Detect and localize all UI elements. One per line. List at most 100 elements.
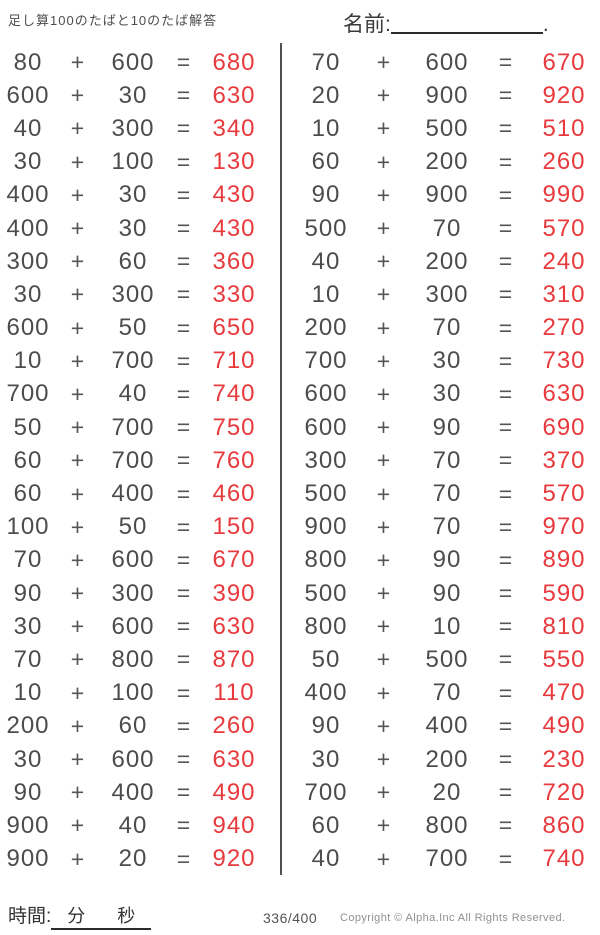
equals-sign: = (176, 281, 192, 308)
problem-row: 700 + 30 = 730 (282, 345, 600, 378)
problem-row: 10 + 300 = 310 (282, 278, 600, 311)
equals-sign: = (176, 812, 192, 839)
plus-sign: + (70, 513, 86, 540)
equals-sign: = (176, 115, 192, 142)
operand-b: 20 (118, 845, 148, 873)
operand-b: 500 (425, 114, 469, 142)
operand-a: 50 (311, 645, 341, 673)
equals-sign: = (176, 546, 192, 573)
operand-b: 600 (111, 745, 155, 773)
equals-sign: = (176, 712, 192, 739)
operand-a: 700 (6, 380, 50, 408)
operand-b: 30 (432, 380, 462, 408)
problem-row: 40 + 700 = 740 (282, 843, 600, 876)
operand-a: 60 (13, 446, 43, 474)
operand-a: 50 (13, 413, 43, 441)
answer-value: 550 (542, 645, 586, 673)
plus-sign: + (70, 712, 86, 739)
operand-a: 400 (6, 214, 50, 242)
answer-value: 430 (212, 181, 256, 209)
operand-a: 30 (311, 745, 341, 773)
equals-sign: = (176, 380, 192, 407)
seconds-label: 秒 (117, 906, 136, 926)
answer-value: 650 (212, 314, 256, 342)
equals-sign: = (498, 513, 514, 540)
operand-a: 70 (13, 546, 43, 574)
answer-value: 230 (542, 745, 586, 773)
problems-column-left: 80 + 600 = 680 600 + 30 = 630 40 + 300 =… (0, 46, 280, 876)
plus-sign: + (70, 746, 86, 773)
problem-row: 300 + 70 = 370 (282, 444, 600, 477)
plus-sign: + (70, 845, 86, 872)
equals-sign: = (176, 447, 192, 474)
operand-b: 50 (118, 513, 148, 541)
column-divider-line (280, 43, 282, 875)
operand-b: 600 (111, 48, 155, 76)
problem-row: 200 + 70 = 270 (282, 312, 600, 345)
problem-row: 900 + 70 = 970 (282, 511, 600, 544)
operand-a: 300 (304, 446, 348, 474)
plus-sign: + (376, 148, 392, 175)
operand-b: 600 (111, 612, 155, 640)
problem-row: 30 + 600 = 630 (0, 743, 280, 776)
problem-row: 40 + 300 = 340 (0, 112, 280, 145)
operand-a: 200 (6, 712, 50, 740)
plus-sign: + (376, 812, 392, 839)
operand-b: 300 (111, 579, 155, 607)
answer-value: 730 (542, 347, 586, 375)
problem-row: 100 + 50 = 150 (0, 511, 280, 544)
answer-value: 310 (542, 280, 586, 308)
equals-sign: = (498, 712, 514, 739)
operand-a: 800 (304, 612, 348, 640)
operand-b: 200 (425, 148, 469, 176)
answer-value: 110 (213, 679, 255, 707)
equals-sign: = (176, 347, 192, 374)
answer-value: 490 (212, 778, 256, 806)
plus-sign: + (376, 314, 392, 341)
operand-a: 400 (304, 679, 348, 707)
operand-b: 30 (118, 81, 148, 109)
problem-row: 30 + 300 = 330 (0, 278, 280, 311)
answer-value: 270 (542, 314, 586, 342)
answer-value: 470 (542, 679, 586, 707)
problem-row: 900 + 40 = 940 (0, 809, 280, 842)
operand-b: 700 (111, 347, 155, 375)
plus-sign: + (70, 779, 86, 806)
answer-value: 630 (212, 612, 256, 640)
operand-a: 30 (13, 612, 43, 640)
operand-a: 900 (6, 811, 50, 839)
operand-a: 200 (304, 314, 348, 342)
operand-b: 70 (432, 513, 462, 541)
plus-sign: + (70, 281, 86, 308)
equals-sign: = (498, 679, 514, 706)
problem-row: 500 + 70 = 570 (282, 477, 600, 510)
equals-sign: = (498, 812, 514, 839)
name-line-period: . (542, 13, 549, 36)
equals-sign: = (498, 546, 514, 573)
equals-sign: = (498, 215, 514, 242)
equals-sign: = (176, 49, 192, 76)
page-number: 336/400 (263, 910, 318, 926)
operand-b: 200 (425, 247, 469, 275)
problem-row: 700 + 40 = 740 (0, 378, 280, 411)
plus-sign: + (70, 347, 86, 374)
operand-b: 70 (432, 480, 462, 508)
name-field: 名前:. (343, 8, 549, 38)
plus-sign: + (376, 49, 392, 76)
plus-sign: + (70, 613, 86, 640)
plus-sign: + (376, 480, 392, 507)
plus-sign: + (70, 414, 86, 441)
name-blank-line (390, 32, 543, 34)
answer-value: 720 (542, 778, 586, 806)
plus-sign: + (70, 679, 86, 706)
operand-b: 900 (425, 81, 469, 109)
plus-sign: + (376, 82, 392, 109)
answer-value: 970 (542, 513, 586, 541)
operand-a: 700 (304, 778, 348, 806)
operand-a: 90 (13, 579, 43, 607)
operand-b: 70 (432, 446, 462, 474)
equals-sign: = (498, 314, 514, 341)
equals-sign: = (176, 779, 192, 806)
operand-b: 90 (432, 546, 462, 574)
equals-sign: = (498, 248, 514, 275)
